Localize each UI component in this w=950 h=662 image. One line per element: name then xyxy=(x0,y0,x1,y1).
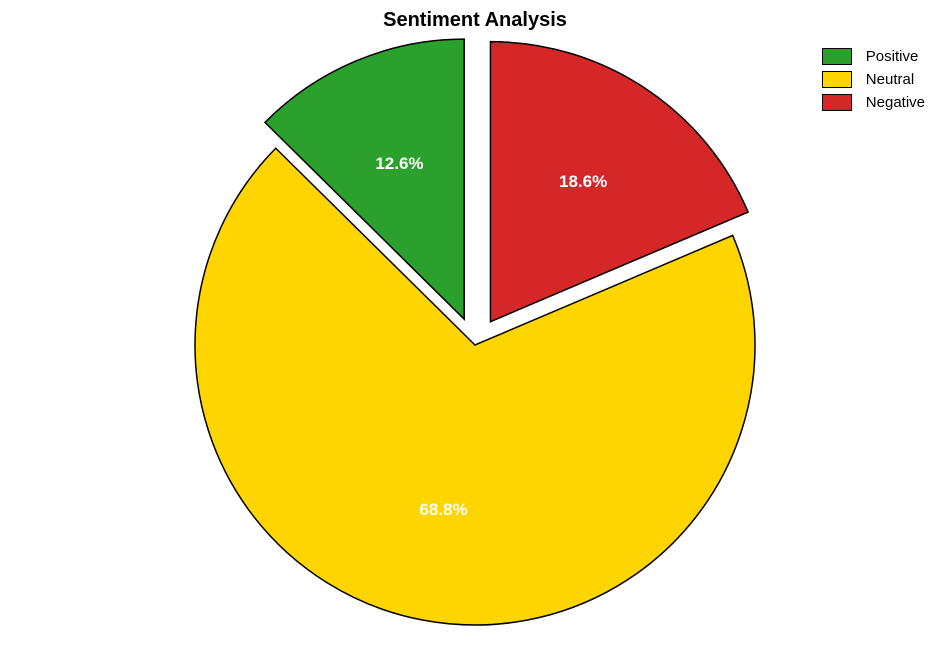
pie-svg xyxy=(0,0,950,662)
legend-swatch-negative xyxy=(822,94,852,111)
legend-label-negative: Negative xyxy=(866,94,925,111)
legend-swatch-positive xyxy=(822,48,852,65)
slice-label-positive: 12.6% xyxy=(375,154,423,174)
sentiment-pie-chart: Sentiment Analysis 12.6%68.8%18.6% Posit… xyxy=(0,0,950,662)
legend-swatch-neutral xyxy=(822,71,852,88)
legend-item-neutral: Neutral xyxy=(822,71,925,88)
legend: Positive Neutral Negative xyxy=(822,48,925,117)
legend-label-positive: Positive xyxy=(866,48,919,65)
legend-item-negative: Negative xyxy=(822,94,925,111)
slice-label-neutral: 68.8% xyxy=(419,500,467,520)
slice-label-negative: 18.6% xyxy=(559,172,607,192)
legend-label-neutral: Neutral xyxy=(866,71,914,88)
legend-item-positive: Positive xyxy=(822,48,925,65)
